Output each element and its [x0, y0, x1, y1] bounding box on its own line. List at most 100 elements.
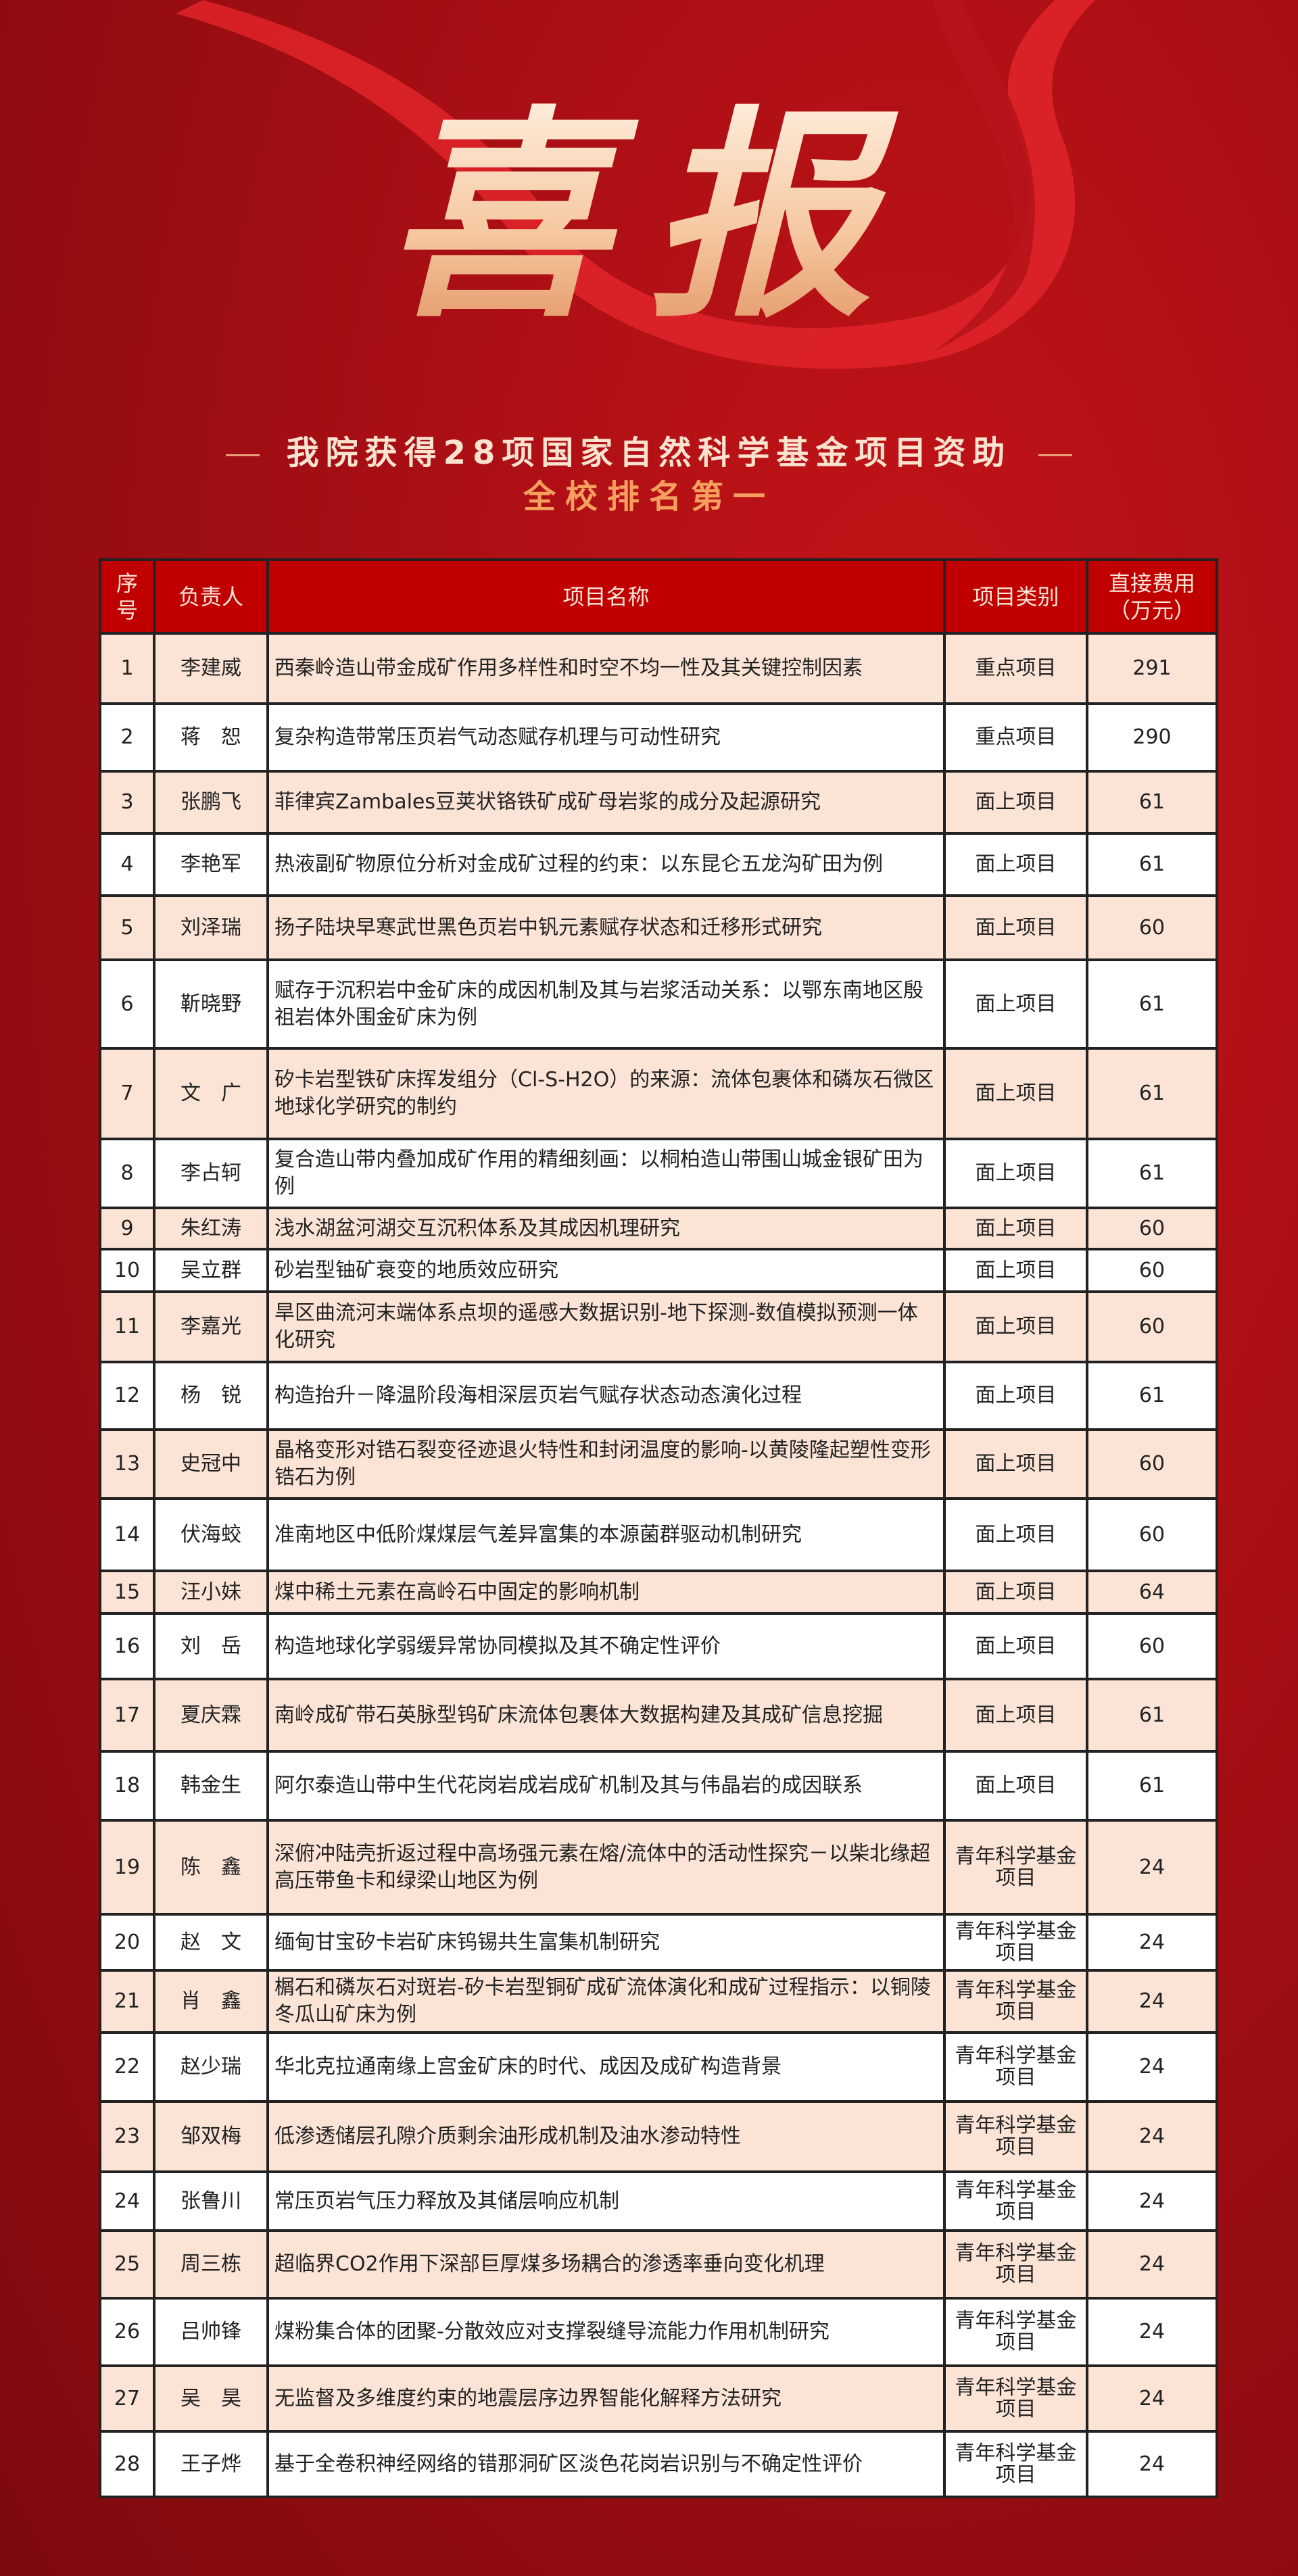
row-category: 青年科学基金项目 [943, 2229, 1088, 2300]
row-category: 面上项目 [943, 770, 1088, 835]
table-row: 23 邹双梅 低渗透储层孔隙介质剩余油形成机制及油水渗动特性 青年科学基金项目 24 [99, 2100, 1218, 2173]
table-row: 11 李嘉光 旱区曲流河末端体系点坝的遥感大数据识别-地下探测-数值模拟预测一体化研… [99, 1290, 1218, 1363]
row-project-name: 煤粉集合体的团聚-分散效应对支撑裂缝导流能力作用机制研究 [266, 2297, 946, 2367]
table-row: 21 肖 鑫榍石和磷灰石对斑岩-矽卡岩型铜矿成矿流体演化和成矿过程指示：以铜陵冬瓜… [99, 1969, 1218, 2034]
dash-left [225, 454, 260, 456]
row-project-name: 深俯冲陆壳折返过程中高场强元素在熔/流体中的活动性探究－以柴北缘超高压带鱼卡和绿… [266, 1819, 946, 1916]
table-row: 9 朱红涛 浅水湖盆河湖交互沉积体系及其成因机理研究 面上项目 60 [99, 1207, 1218, 1250]
row-project-name: 华北克拉通南缘上宫金矿床的时代、成因及成矿构造背景 [266, 2031, 946, 2103]
row-index: 28 [99, 2430, 155, 2498]
table-row: 6 靳晓野 赋存于沉积岩中金矿床的成因机制及其与岩浆活动关系：以鄂东南地区殷祖岩体外… [99, 958, 1218, 1050]
hero-title: 喜报 [0, 74, 1298, 358]
row-category: 青年科学基金项目 [943, 1913, 1088, 1972]
table-row: 10 吴立群 砂岩型铀矿衰变的地质效应研究 面上项目 60 [99, 1248, 1218, 1293]
row-project-name: 超临界CO2作用下深部巨厚煤多场耦合的渗透率垂向变化机理 [266, 2229, 946, 2300]
row-leader: 赵少瑞 [153, 2031, 269, 2103]
row-category: 面上项目 [943, 1570, 1088, 1615]
row-project-name: 西秦岭造山带金成矿作用多样性和时空不均一性及其关键控制因素 [266, 632, 946, 705]
row-index: 6 [99, 958, 155, 1050]
row-category: 青年科学基金项目 [943, 1819, 1088, 1916]
row-index: 1 [99, 632, 155, 705]
row-index: 19 [99, 1819, 155, 1916]
row-cost: 61 [1086, 1750, 1218, 1822]
row-leader: 伏海蛟 [153, 1497, 269, 1572]
row-category: 面上项目 [943, 1361, 1088, 1431]
row-cost: 24 [1086, 2100, 1218, 2173]
row-index: 21 [99, 1969, 155, 2034]
headline: 我院获得28项国家自然科学基金项目资助 [0, 426, 1298, 473]
row-category: 面上项目 [943, 1290, 1088, 1363]
subheadline: 全校排名第一 [523, 478, 775, 516]
row-cost: 24 [1086, 1819, 1218, 1916]
row-project-name: 扬子陆块早寒武世黑色页岩中钒元素赋存状态和迁移形式研究 [266, 894, 946, 961]
row-project-name: 榍石和磷灰石对斑岩-矽卡岩型铜矿成矿流体演化和成矿过程指示：以铜陵冬瓜山矿床为例 [266, 1969, 946, 2034]
row-index: 3 [99, 770, 155, 835]
row-leader: 周三栋 [153, 2229, 269, 2300]
row-index: 16 [99, 1612, 155, 1680]
row-leader: 吴 昊 [153, 2364, 269, 2433]
row-cost: 24 [1086, 2297, 1218, 2367]
row-category: 面上项目 [943, 1428, 1088, 1500]
row-leader: 靳晓野 [153, 958, 269, 1050]
table-row: 4 李艳军 热液副矿物原位分析对金成矿过程的约束：以东昆仑五龙沟矿田为例 面上项目 61 [99, 832, 1218, 897]
row-category: 面上项目 [943, 1138, 1088, 1209]
row-cost: 24 [1086, 1969, 1218, 2034]
table-row: 1 李建威 西秦岭造山带金成矿作用多样性和时空不均一性及其关键控制因素 重点项目 291 [99, 632, 1218, 705]
row-project-name: 缅甸甘宝矽卡岩矿床钨锡共生富集机制研究 [266, 1913, 946, 1972]
row-leader: 赵 文 [153, 1913, 269, 1972]
row-leader: 李占轲 [153, 1138, 269, 1209]
row-index: 27 [99, 2364, 155, 2433]
row-project-name: 南岭成矿带石英脉型钨矿床流体包裹体大数据构建及其成矿信息挖掘 [266, 1678, 946, 1753]
header-cost: 直接费用（万元） [1086, 558, 1218, 635]
row-category: 青年科学基金项目 [943, 2170, 1088, 2232]
row-leader: 李建威 [153, 632, 269, 705]
row-category: 青年科学基金项目 [943, 2364, 1088, 2433]
row-cost: 24 [1086, 2170, 1218, 2232]
row-index: 8 [99, 1138, 155, 1209]
row-index: 17 [99, 1678, 155, 1753]
table-row: 16 刘 岳构造地球化学弱缓异常协同模拟及其不确定性评价 面上项目 60 [99, 1612, 1218, 1680]
row-leader: 吴立群 [153, 1248, 269, 1293]
row-leader: 张鹏飞 [153, 770, 269, 835]
row-leader: 韩金生 [153, 1750, 269, 1822]
row-project-name: 煤中稀土元素在高岭石中固定的影响机制 [266, 1570, 946, 1615]
row-cost: 24 [1086, 2364, 1218, 2433]
row-project-name: 构造抬升－降温阶段海相深层页岩气赋存状态动态演化过程 [266, 1361, 946, 1431]
row-leader: 朱红涛 [153, 1207, 269, 1250]
table-row: 27 吴 昊无监督及多维度约束的地震层序边界智能化解释方法研究 青年科学基金项目 24 [99, 2364, 1218, 2433]
row-cost: 61 [1086, 770, 1218, 835]
row-leader: 邹双梅 [153, 2100, 269, 2173]
table-row: 28 王子烨 基于全卷积神经网络的错那洞矿区淡色花岗岩识别与不确定性评价 青年科学基金… [99, 2430, 1218, 2498]
row-cost: 291 [1086, 632, 1218, 705]
row-index: 2 [99, 702, 155, 773]
row-leader: 刘泽瑞 [153, 894, 269, 961]
row-project-name: 基于全卷积神经网络的错那洞矿区淡色花岗岩识别与不确定性评价 [266, 2430, 946, 2498]
row-cost: 60 [1086, 1428, 1218, 1500]
row-cost: 61 [1086, 1678, 1218, 1753]
row-category: 青年科学基金项目 [943, 2430, 1088, 2498]
project-table: 序号 负责人 项目名称 项目类别 直接费用（万元） 1 李建威 西秦岭造山带金成矿作用多样性… [99, 558, 1218, 2498]
table-row: 24 张鲁川 常压页岩气压力释放及其储层响应机制 青年科学基金项目 24 [99, 2170, 1218, 2232]
row-cost: 60 [1086, 1290, 1218, 1363]
row-project-name: 浅水湖盆河湖交互沉积体系及其成因机理研究 [266, 1207, 946, 1250]
row-category: 面上项目 [943, 832, 1088, 897]
row-index: 9 [99, 1207, 155, 1250]
row-leader: 张鲁川 [153, 2170, 269, 2232]
row-index: 20 [99, 1913, 155, 1972]
row-leader: 李嘉光 [153, 1290, 269, 1363]
table-row: 12 杨 锐构造抬升－降温阶段海相深层页岩气赋存状态动态演化过程 面上项目 61 [99, 1361, 1218, 1431]
table-header: 序号 负责人 项目名称 项目类别 直接费用（万元） [99, 558, 1218, 635]
row-leader: 史冠中 [153, 1428, 269, 1500]
header-category: 项目类别 [943, 558, 1088, 635]
row-project-name: 菲律宾Zambales豆荚状铬铁矿成矿母岩浆的成分及起源研究 [266, 770, 946, 835]
table-row: 19 陈 鑫深俯冲陆壳折返过程中高场强元素在熔/流体中的活动性探究－以柴北缘超高压… [99, 1819, 1218, 1916]
header-leader: 负责人 [153, 558, 269, 635]
row-project-name: 砂岩型铀矿衰变的地质效应研究 [266, 1248, 946, 1293]
row-project-name: 赋存于沉积岩中金矿床的成因机制及其与岩浆活动关系：以鄂东南地区殷祖岩体外围金矿床… [266, 958, 946, 1050]
row-leader: 文 广 [153, 1047, 269, 1140]
row-category: 面上项目 [943, 1207, 1088, 1250]
row-index: 12 [99, 1361, 155, 1431]
row-category: 青年科学基金项目 [943, 2031, 1088, 2103]
row-leader: 李艳军 [153, 832, 269, 897]
